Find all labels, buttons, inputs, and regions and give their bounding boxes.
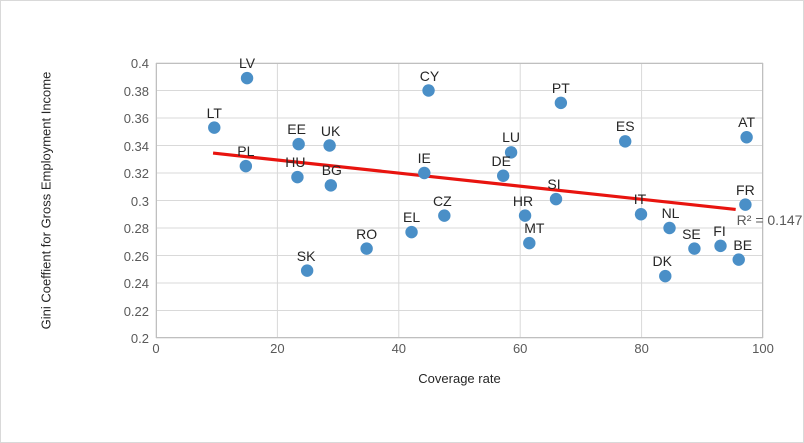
data-point bbox=[688, 242, 701, 255]
data-point-label: CZ bbox=[432, 192, 452, 209]
data-point-label: FR bbox=[736, 181, 755, 198]
data-point-label: SK bbox=[296, 247, 316, 264]
gridlines bbox=[155, 62, 764, 339]
y-axis-title-text: Gini Coeffient for Gross Employment Inco… bbox=[38, 71, 54, 330]
data-point bbox=[208, 121, 221, 134]
data-point-label: CY bbox=[419, 67, 440, 84]
y-axis-tick: 0.38 bbox=[123, 83, 149, 99]
data-point-label: LU bbox=[502, 129, 521, 146]
data-point bbox=[523, 236, 536, 250]
x-axis-title: Coverage rate bbox=[418, 371, 501, 386]
data-point bbox=[438, 209, 451, 222]
y-axis-tick: 0.36 bbox=[123, 111, 149, 126]
x-axis-tick: 100 bbox=[752, 341, 774, 356]
plot-area bbox=[155, 62, 764, 339]
y-axis-tick: 0.4 bbox=[130, 56, 149, 71]
data-point-label: ES bbox=[615, 118, 635, 135]
y-axis-tick: 0.22 bbox=[123, 303, 149, 319]
x-axis-tick-labels: 0 20 40 60 80 100 bbox=[152, 341, 773, 364]
y-axis-tick: 0.32 bbox=[123, 166, 149, 181]
data-point bbox=[504, 146, 518, 159]
data-point-label: DE bbox=[491, 152, 511, 169]
y-axis-tick: 0.26 bbox=[123, 248, 149, 264]
y-axis-tick: 0.34 bbox=[123, 138, 149, 154]
data-point bbox=[497, 169, 510, 182]
data-point bbox=[714, 239, 727, 253]
data-point-label: RO bbox=[356, 225, 378, 242]
data-point-label: BE bbox=[733, 236, 753, 253]
data-point bbox=[300, 264, 314, 277]
data-point bbox=[418, 166, 431, 180]
data-point-label: HR bbox=[512, 192, 534, 209]
data-point bbox=[323, 139, 336, 152]
data-point-label: DK bbox=[652, 253, 672, 270]
data-point bbox=[518, 209, 532, 222]
data-point bbox=[554, 96, 568, 110]
data-point-label: SI bbox=[547, 176, 561, 193]
data-point-label: NL bbox=[661, 205, 680, 221]
data-point-label: FI bbox=[713, 222, 726, 239]
data-point bbox=[732, 253, 745, 266]
data-point-label: EE bbox=[287, 121, 306, 138]
data-point-label: SE bbox=[682, 225, 701, 242]
data-point bbox=[634, 208, 648, 221]
data-point bbox=[360, 242, 373, 255]
data-point bbox=[324, 179, 338, 192]
data-point bbox=[422, 84, 435, 97]
y-axis-tick: 0.24 bbox=[123, 276, 149, 291]
data-point-label: PL bbox=[237, 143, 255, 160]
y-axis-tick-labels: 0.2 0.22 0.24 0.26 0.28 0.3 0.32 0.34 0.36 0.38 0.… bbox=[89, 57, 149, 345]
data-point-label: LT bbox=[206, 104, 222, 121]
data-point bbox=[740, 131, 753, 144]
data-point bbox=[405, 225, 418, 239]
y-axis-title: Gini Coeffient for Gross Employment Inco… bbox=[35, 63, 57, 338]
data-point-label: LV bbox=[239, 55, 256, 72]
y-axis-tick: 0.2 bbox=[130, 331, 149, 346]
data-point-label: UK bbox=[320, 122, 341, 139]
x-axis-tick: 20 bbox=[270, 341, 285, 356]
data-point bbox=[619, 135, 632, 148]
data-point-labels: LV LT PL EE HU UK BG SK RO EL IE CY CZ DE LU HR MT SI PT ES… bbox=[156, 56, 763, 338]
x-axis-tick: 0 bbox=[152, 341, 160, 356]
data-point-label: BG bbox=[321, 162, 342, 179]
data-point bbox=[291, 170, 304, 184]
data-point bbox=[549, 192, 563, 206]
data-point bbox=[292, 137, 305, 151]
x-axis-tick: 40 bbox=[391, 341, 407, 356]
data-point bbox=[239, 159, 253, 173]
data-point-label: MT bbox=[524, 220, 545, 237]
trendline bbox=[212, 151, 736, 212]
r-squared-annotation: R² = 0.147 bbox=[736, 212, 803, 229]
data-point-label: EL bbox=[402, 209, 421, 226]
data-point-label: IT bbox=[633, 191, 647, 208]
data-point bbox=[240, 71, 254, 85]
data-point-label: HU bbox=[285, 154, 306, 171]
data-point-label: IE bbox=[417, 150, 431, 166]
data-point bbox=[739, 198, 752, 211]
data-points bbox=[208, 71, 753, 283]
y-axis-tick: 0.28 bbox=[123, 221, 149, 236]
data-point-label: PT bbox=[551, 79, 570, 96]
data-point bbox=[663, 221, 676, 235]
x-axis-tick: 80 bbox=[634, 341, 649, 356]
y-axis-tick: 0.3 bbox=[130, 193, 149, 209]
x-axis-tick: 60 bbox=[512, 341, 528, 356]
data-point bbox=[659, 269, 672, 283]
data-point-label: AT bbox=[738, 114, 756, 131]
